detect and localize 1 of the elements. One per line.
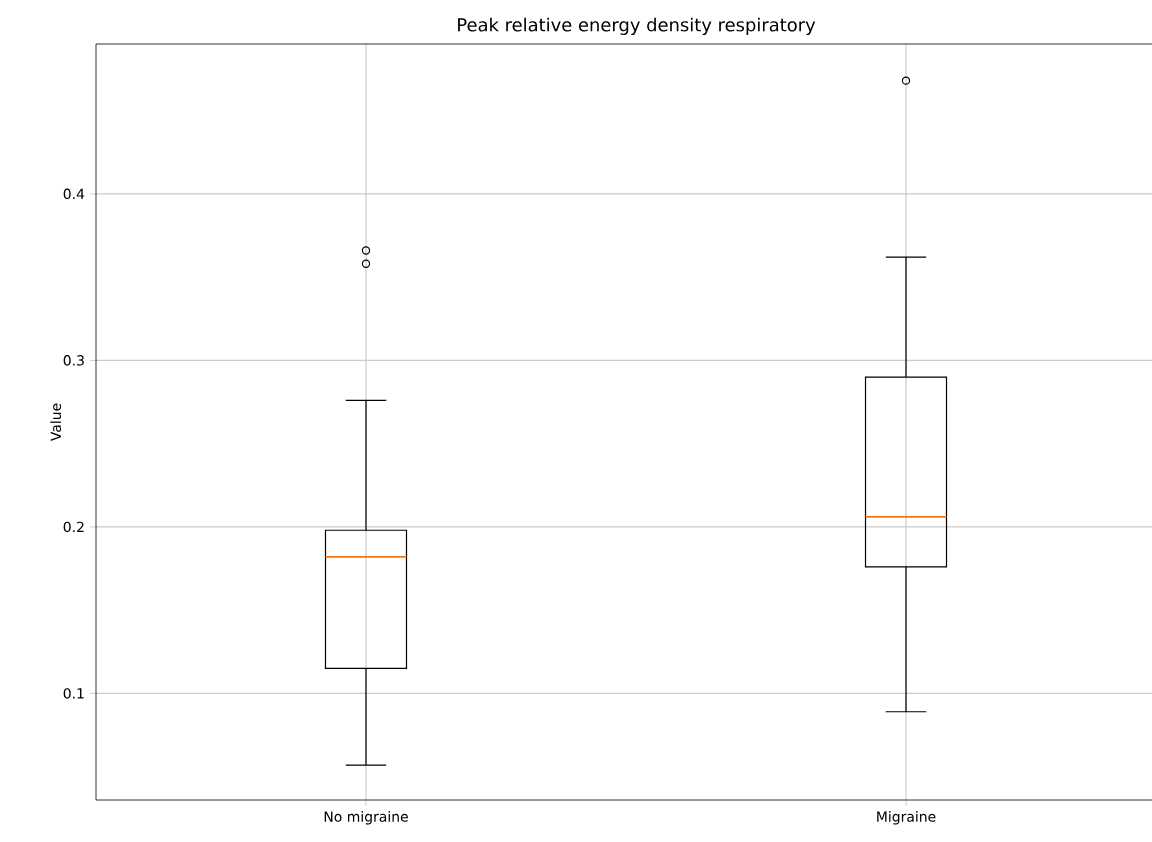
chart-title: Peak relative energy density respiratory: [458, 17, 816, 35]
